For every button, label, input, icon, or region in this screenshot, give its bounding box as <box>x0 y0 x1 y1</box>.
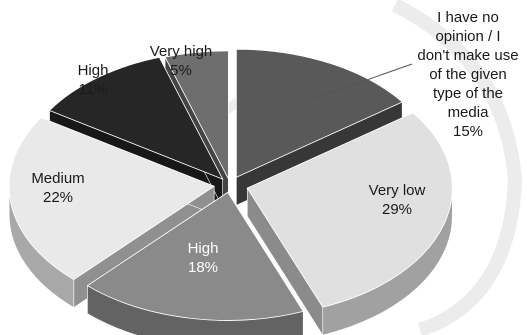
leader-line <box>277 63 413 113</box>
slice-label-1: Very low 29% <box>369 182 426 218</box>
slice-label-5: Very high 5% <box>150 43 213 79</box>
slice-label-3: Medium 22% <box>31 170 84 206</box>
slice-label-4: High 11% <box>78 62 109 98</box>
pie-slice-2 <box>86 191 304 335</box>
pie-slices <box>8 48 453 335</box>
pie-slice-1 <box>246 112 453 335</box>
slice-label-2: High 18% <box>188 240 219 276</box>
